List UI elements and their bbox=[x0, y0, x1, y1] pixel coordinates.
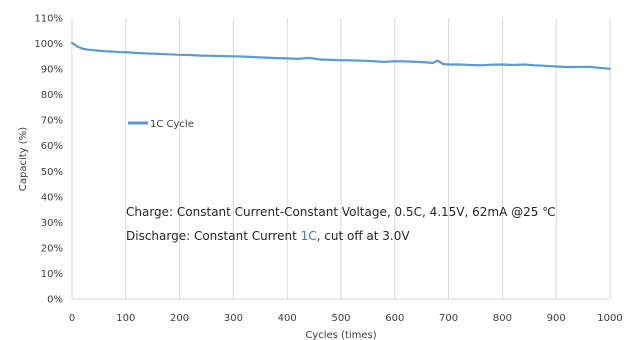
x-tick-700: 700 bbox=[439, 313, 458, 324]
y-axis-label: Capacity (%) bbox=[18, 127, 29, 191]
x-axis-label: Cycles (times) bbox=[305, 330, 376, 340]
y-tick-100: 100% bbox=[34, 39, 63, 50]
y-tick-80: 80% bbox=[41, 90, 63, 101]
x-tick-300: 300 bbox=[224, 313, 243, 324]
y-tick-50: 50% bbox=[41, 167, 63, 178]
discharge-annotation-part-3: , cut off at 3.0V bbox=[317, 229, 411, 243]
y-tick-110: 110% bbox=[34, 14, 63, 25]
x-tick-800: 800 bbox=[493, 313, 512, 324]
series-lines bbox=[70, 41, 612, 70]
x-tick-900: 900 bbox=[547, 313, 566, 324]
y-tick-0: 0% bbox=[47, 295, 63, 306]
x-tick-labels: 0 100 200 300 400 500 600 700 800 900 1000 bbox=[69, 313, 623, 324]
vertical-gridlines bbox=[71, 18, 611, 299]
y-tick-60: 60% bbox=[41, 141, 63, 152]
discharge-annotation: Discharge: Constant Current 1C, cut off … bbox=[126, 229, 410, 243]
legend: 1C Cycle bbox=[128, 119, 194, 130]
x-tick-0: 0 bbox=[69, 313, 75, 324]
y-tick-40: 40% bbox=[41, 192, 63, 203]
y-tick-90: 90% bbox=[41, 65, 63, 76]
discharge-annotation-rate: 1C bbox=[301, 229, 317, 243]
series-line-1c-cycle bbox=[70, 41, 612, 70]
x-tick-600: 600 bbox=[385, 313, 404, 324]
y-tick-20: 20% bbox=[41, 243, 63, 254]
charge-annotation: Charge: Constant Current-Constant Voltag… bbox=[126, 205, 556, 219]
y-tick-labels: 0% 10% 20% 30% 40% 50% 60% 70% 80% 90% 100% 110% bbox=[34, 14, 63, 306]
x-tick-400: 400 bbox=[278, 313, 297, 324]
discharge-annotation-part-1: Discharge: Constant Current bbox=[126, 229, 301, 243]
x-tick-1000: 1000 bbox=[597, 313, 622, 324]
y-tick-10: 10% bbox=[41, 269, 63, 280]
y-tick-30: 30% bbox=[41, 218, 63, 229]
legend-label-1c-cycle: 1C Cycle bbox=[150, 119, 194, 130]
x-tick-500: 500 bbox=[331, 313, 350, 324]
y-tick-70: 70% bbox=[41, 116, 63, 127]
x-tick-200: 200 bbox=[170, 313, 189, 324]
x-tick-100: 100 bbox=[116, 313, 135, 324]
